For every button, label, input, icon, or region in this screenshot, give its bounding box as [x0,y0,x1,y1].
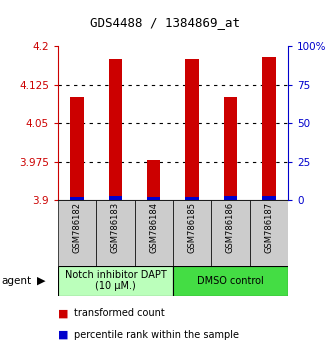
Text: GDS4488 / 1384869_at: GDS4488 / 1384869_at [90,16,241,29]
Text: GSM786182: GSM786182 [72,202,82,253]
Text: GSM786185: GSM786185 [188,202,197,253]
Bar [109,196,122,200]
Bar [109,59,122,200]
Text: GSM786184: GSM786184 [149,202,158,253]
Text: GSM786186: GSM786186 [226,202,235,253]
Bar [185,59,199,200]
Bar [262,196,275,200]
Text: DMSO control: DMSO control [197,275,264,286]
Bar [224,97,237,200]
Text: GSM786187: GSM786187 [264,202,273,253]
Bar [185,197,199,200]
Bar [147,197,161,200]
Bar [71,197,84,200]
Text: Notch inhibitor DAPT
(10 μM.): Notch inhibitor DAPT (10 μM.) [65,270,166,291]
Text: transformed count: transformed count [74,308,165,318]
Bar [147,160,161,200]
Text: percentile rank within the sample: percentile rank within the sample [74,330,239,339]
Text: ▶: ▶ [37,275,46,286]
Text: ■: ■ [58,330,69,339]
Bar [135,200,173,266]
Bar [58,200,96,266]
Bar [71,97,84,200]
Text: GSM786183: GSM786183 [111,202,120,253]
Text: agent: agent [2,275,32,286]
Bar [173,200,211,266]
Bar [224,196,237,200]
Bar [96,200,135,266]
Bar [262,57,275,200]
Bar [250,200,288,266]
Bar [211,200,250,266]
Bar [58,266,173,296]
Text: ■: ■ [58,308,69,318]
Bar [173,266,288,296]
